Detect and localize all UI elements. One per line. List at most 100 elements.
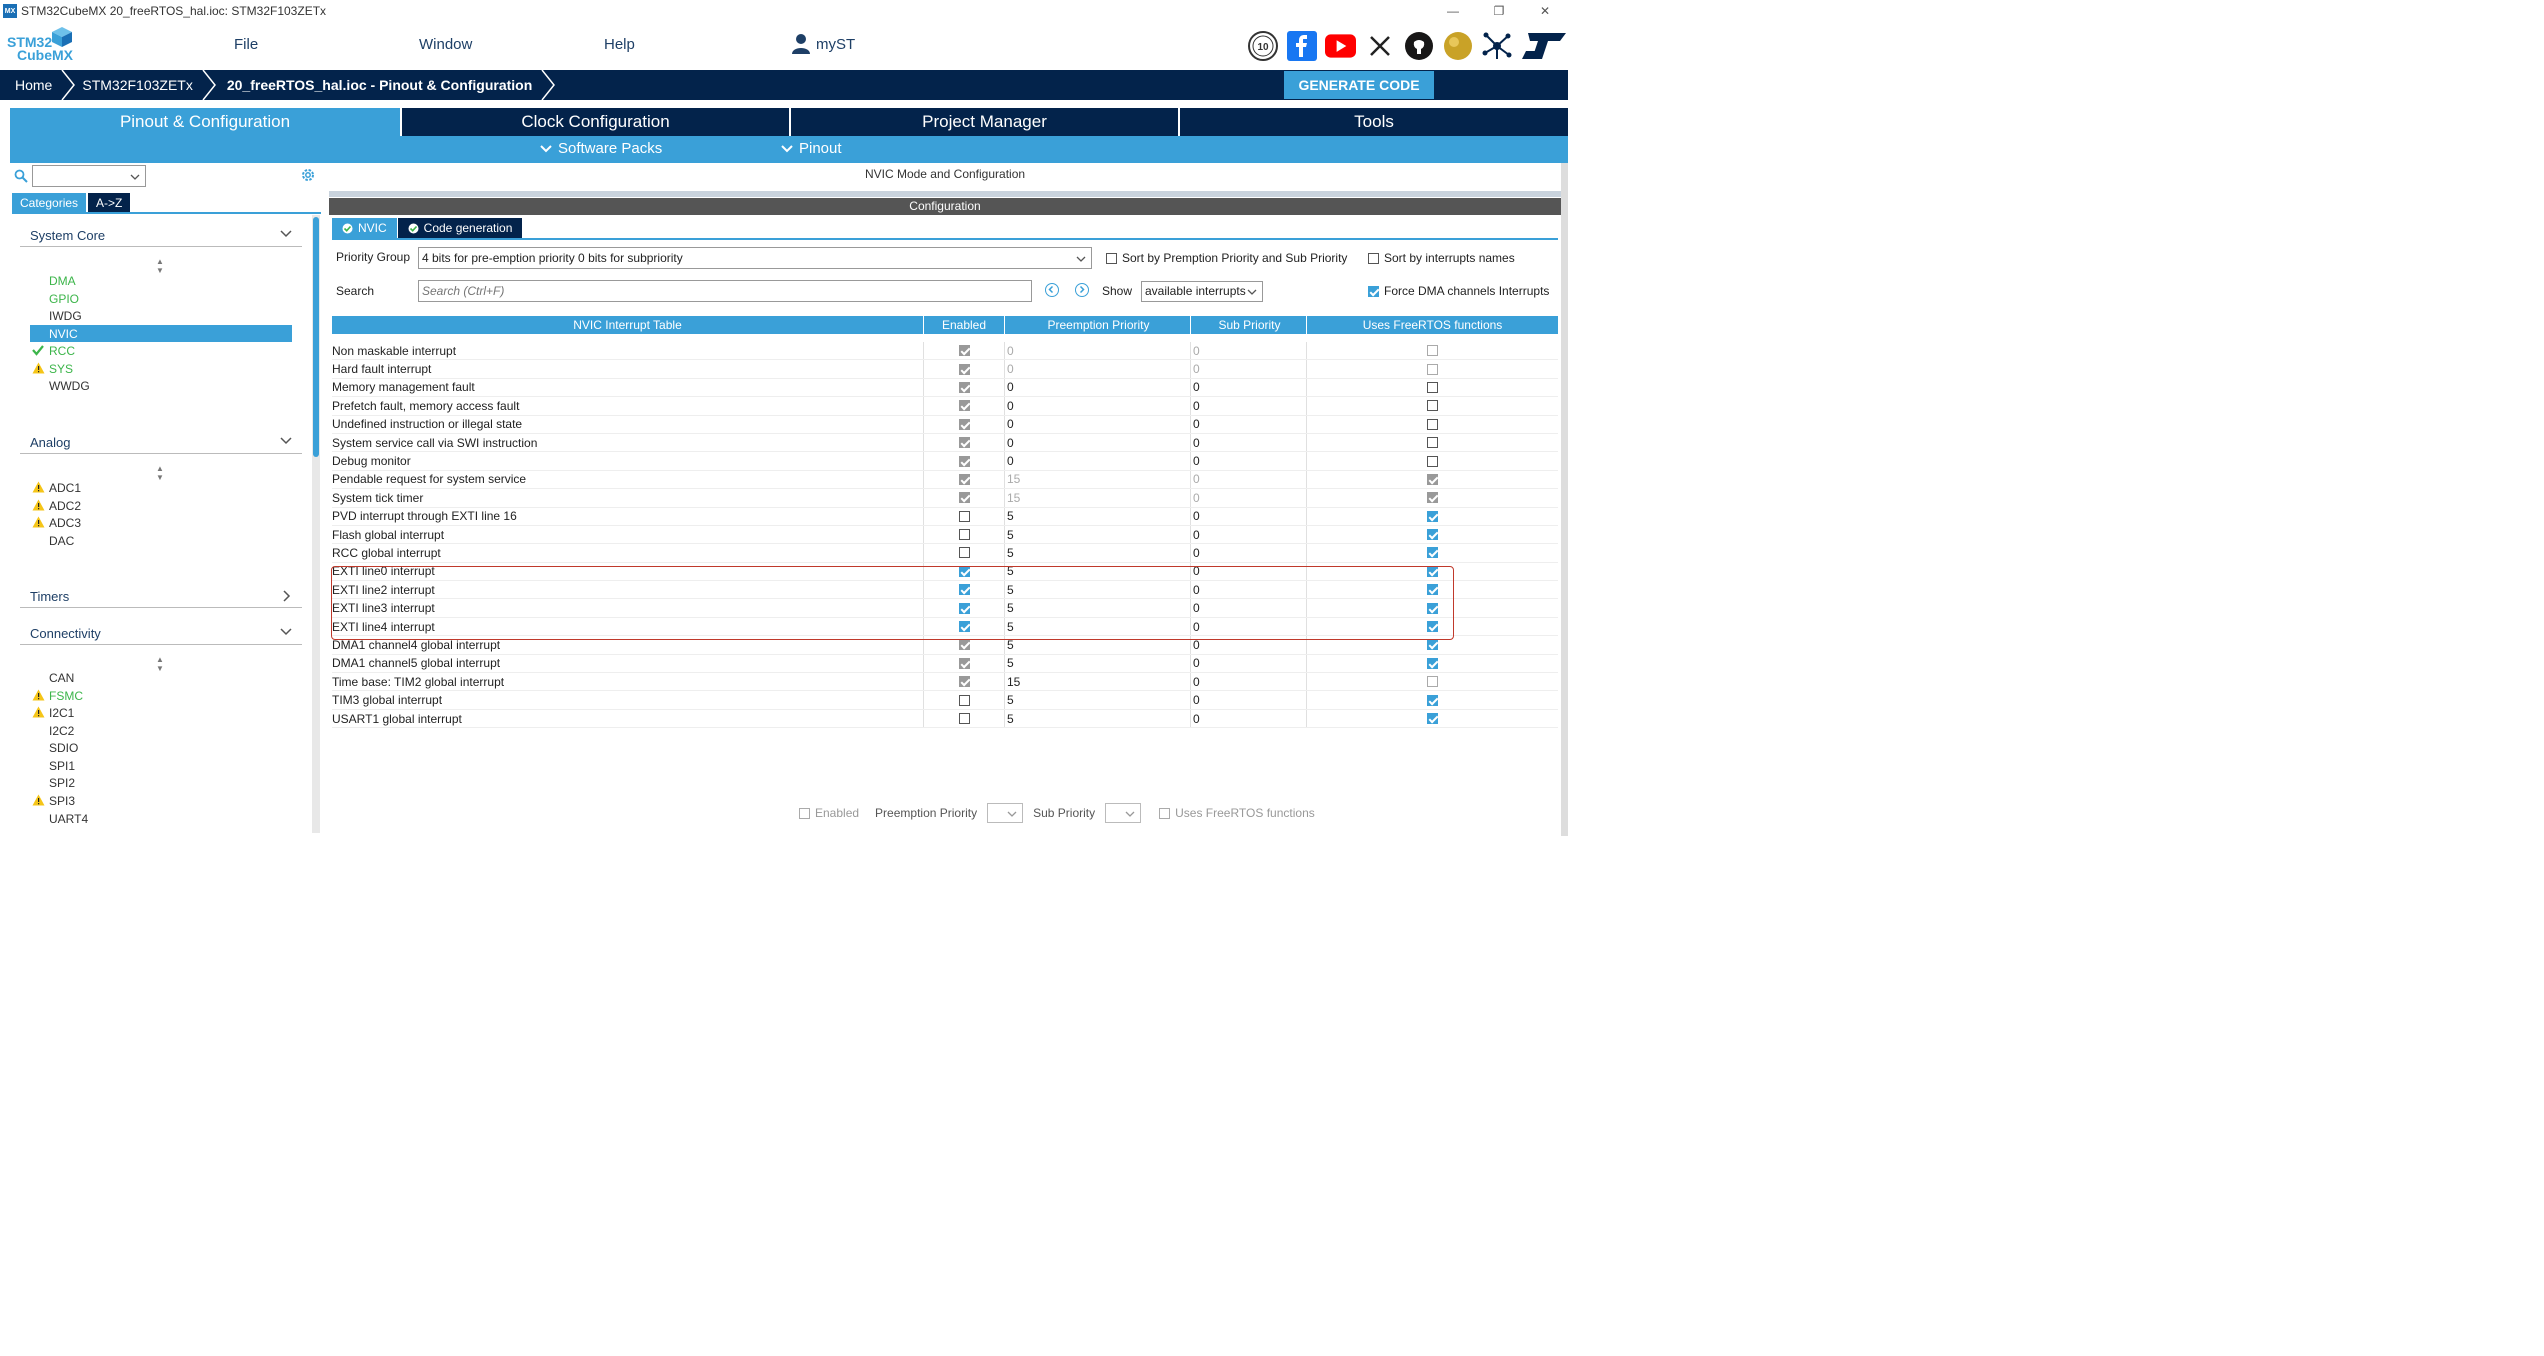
facebook-icon[interactable] <box>1286 30 1317 61</box>
freertos-checkbox[interactable] <box>1427 621 1438 633</box>
list-item[interactable]: SPI3 <box>30 792 292 809</box>
bottom-freertos-checkbox[interactable] <box>1159 807 1171 819</box>
list-item[interactable]: SPI2 <box>49 775 76 790</box>
list-item[interactable]: DMA <box>49 273 76 288</box>
sub-priority-cell[interactable]: 0 <box>1191 378 1307 397</box>
restore-button[interactable]: ❐ <box>1493 4 1505 18</box>
sub-priority-cell[interactable]: 0 <box>1191 360 1307 378</box>
preemption-priority-cell[interactable]: 5 <box>1005 599 1191 617</box>
menu-window[interactable]: Window <box>419 36 473 53</box>
enabled-checkbox[interactable] <box>958 584 970 596</box>
table-row[interactable]: Non maskable interrupt 0 0 <box>332 342 1558 361</box>
sub-priority-cell[interactable]: 0 <box>1191 691 1307 709</box>
enabled-checkbox[interactable] <box>958 547 970 559</box>
preemption-priority-cell[interactable]: 15 <box>1005 489 1191 507</box>
tab-project-manager[interactable]: Project Manager <box>791 108 1180 136</box>
column-header[interactable]: Enabled <box>924 316 1005 334</box>
freertos-checkbox[interactable] <box>1427 602 1438 614</box>
right-collapse-strip[interactable] <box>1561 163 1568 836</box>
section-system-core[interactable]: System Core <box>20 225 302 247</box>
sub-priority-cell[interactable]: 0 <box>1191 433 1307 452</box>
sub-priority-cell[interactable]: 0 <box>1191 562 1307 581</box>
list-item[interactable]: FSMC <box>30 687 292 704</box>
preemption-priority-cell[interactable]: 5 <box>1005 581 1191 599</box>
sub-priority-cell[interactable]: 0 <box>1191 342 1307 360</box>
sub-priority-cell[interactable]: 0 <box>1191 415 1307 433</box>
preemption-priority-cell[interactable]: 0 <box>1005 378 1191 397</box>
freertos-checkbox[interactable] <box>1427 694 1438 706</box>
list-item[interactable]: SYS <box>30 360 292 377</box>
enabled-checkbox[interactable] <box>958 713 970 724</box>
section-timers[interactable]: Timers <box>20 586 302 608</box>
bottom-enabled-option[interactable]: Enabled <box>799 806 859 820</box>
freertos-checkbox[interactable] <box>1427 657 1438 669</box>
column-header[interactable]: NVIC Interrupt Table <box>332 316 924 334</box>
list-item[interactable]: WWDG <box>49 378 90 393</box>
table-row[interactable]: USART1 global interrupt 5 0 <box>332 709 1558 729</box>
freertos-checkbox[interactable] <box>1427 529 1438 541</box>
sort-arrows-icon[interactable]: ▲ ▼ <box>156 464 164 482</box>
network-hub-icon[interactable] <box>1481 30 1512 61</box>
tab-categories[interactable]: Categories <box>12 193 87 212</box>
myst-account[interactable]: myST <box>792 34 855 54</box>
category-search-combo[interactable] <box>32 165 146 187</box>
table-row[interactable]: Pendable request for system service 15 0 <box>332 470 1558 490</box>
list-item[interactable]: IWDG <box>49 308 82 323</box>
breadcrumb-device[interactable]: STM32F103ZETx <box>76 70 216 100</box>
sort-names-checkbox[interactable] <box>1368 252 1379 264</box>
list-item[interactable]: SDIO <box>49 740 79 755</box>
table-row[interactable]: EXTI line2 interrupt 5 0 <box>332 581 1558 600</box>
list-item[interactable]: UART4 <box>49 811 89 826</box>
sub-priority-cell[interactable]: 0 <box>1191 617 1307 636</box>
table-row[interactable]: RCC global interrupt 5 0 <box>332 544 1558 563</box>
sub-priority-cell[interactable]: 0 <box>1191 489 1307 507</box>
preemption-priority-cell[interactable]: 15 <box>1005 470 1191 489</box>
freertos-checkbox[interactable] <box>1427 565 1438 577</box>
preemption-priority-cell[interactable]: 5 <box>1005 544 1191 562</box>
preemption-priority-cell[interactable]: 5 <box>1005 709 1191 728</box>
menu-file[interactable]: File <box>234 36 259 53</box>
enabled-checkbox[interactable] <box>958 529 970 541</box>
preemption-priority-cell[interactable]: 15 <box>1005 673 1191 691</box>
table-row[interactable]: Hard fault interrupt 0 0 <box>332 360 1558 379</box>
scroll-thumb[interactable] <box>313 217 319 457</box>
enabled-checkbox[interactable] <box>958 602 970 614</box>
bottom-preemption-select[interactable] <box>987 803 1024 823</box>
table-row[interactable]: DMA1 channel4 global interrupt 5 0 <box>332 636 1558 655</box>
table-row[interactable]: TIM3 global interrupt 5 0 <box>332 691 1558 710</box>
column-header[interactable]: Uses FreeRTOS functions <box>1362 318 1503 332</box>
preemption-priority-cell[interactable]: 0 <box>1005 452 1191 470</box>
table-row[interactable]: System tick timer 15 0 <box>332 489 1558 508</box>
search-prev-button[interactable] <box>1045 283 1059 297</box>
list-item[interactable]: RCC <box>30 342 292 359</box>
generate-code-button[interactable]: GENERATE CODE <box>1284 71 1434 99</box>
list-item[interactable]: ADC1 <box>30 479 292 496</box>
st-logo-icon[interactable] <box>1520 30 1568 61</box>
sort-premption-checkbox[interactable] <box>1106 252 1117 264</box>
sub-priority-cell[interactable]: 0 <box>1191 673 1307 691</box>
preemption-priority-cell[interactable]: 5 <box>1005 636 1191 654</box>
force-dma-checkbox[interactable] <box>1368 285 1379 297</box>
force-dma-option[interactable]: Force DMA channels Interrupts <box>1368 284 1549 298</box>
freertos-checkbox[interactable] <box>1427 639 1438 651</box>
breadcrumb-project[interactable]: 20_freeRTOS_hal.ioc - Pinout & Configura… <box>217 70 556 100</box>
list-item[interactable]: ADC2 <box>30 497 292 514</box>
freertos-checkbox[interactable] <box>1427 400 1438 412</box>
table-row[interactable]: Debug monitor 0 0 <box>332 452 1558 471</box>
sub-priority-cell[interactable]: 0 <box>1191 507 1307 525</box>
minimize-button[interactable]: — <box>1447 4 1459 18</box>
preemption-priority-cell[interactable]: 0 <box>1005 397 1191 415</box>
table-row[interactable]: DMA1 channel5 global interrupt 5 0 <box>332 654 1558 674</box>
column-header[interactable]: Preemption Priority <box>1005 316 1191 334</box>
sub-priority-cell[interactable]: 0 <box>1191 599 1307 617</box>
preemption-priority-cell[interactable]: 0 <box>1005 415 1191 433</box>
priority-group-select[interactable]: 4 bits for pre-emption priority 0 bits f… <box>418 247 1092 269</box>
youtube-icon[interactable] <box>1325 30 1356 61</box>
table-row[interactable]: System service call via SWI instruction 0… <box>332 433 1558 453</box>
tab-clock-configuration[interactable]: Clock Configuration <box>402 108 791 136</box>
github-icon[interactable] <box>1403 30 1434 61</box>
tab-a-z[interactable]: A->Z <box>88 193 131 212</box>
bottom-sub-select[interactable] <box>1105 803 1142 823</box>
bottom-freertos-option[interactable]: Uses FreeRTOS functions <box>1159 806 1315 820</box>
menu-help[interactable]: Help <box>604 36 635 53</box>
